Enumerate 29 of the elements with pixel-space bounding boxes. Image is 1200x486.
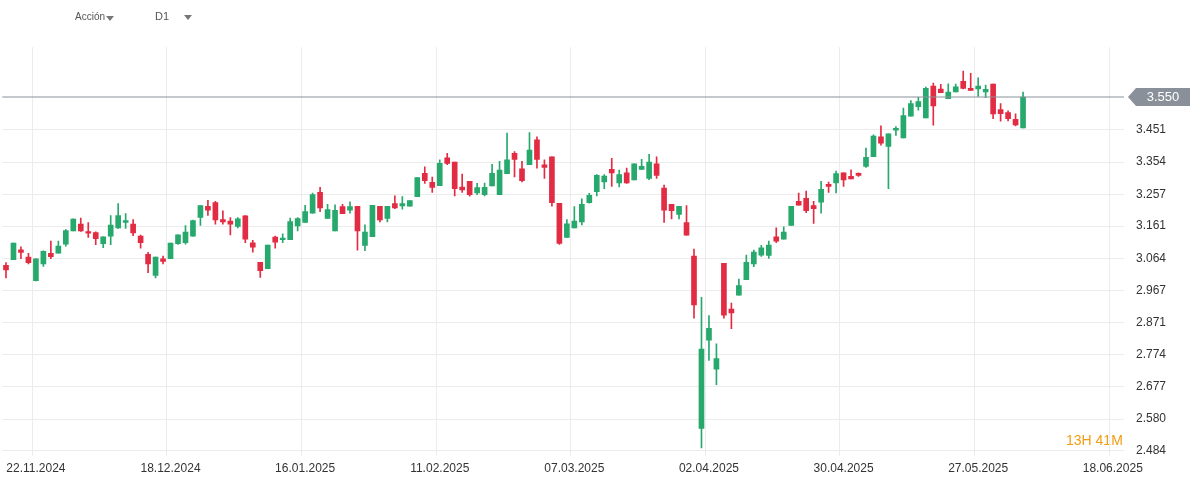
candlestick <box>608 158 615 187</box>
x-tick-label: 02.04.2025 <box>678 461 740 476</box>
y-tick-label: 2.484 <box>1136 443 1167 458</box>
text: D1 <box>155 10 170 22</box>
y-tick-label: 3.064 <box>1136 250 1167 265</box>
y-tick-label: 3.161 <box>1136 218 1167 233</box>
x-tick-label: 18.12.2024 <box>140 461 201 476</box>
y-tick-label: 2.774 <box>1136 346 1167 361</box>
y-tick-label: 2.871 <box>1136 314 1167 329</box>
x-tick-label: 30.04.2025 <box>813 461 874 476</box>
x-tick-label: 27.05.2025 <box>948 461 1009 476</box>
y-tick-label: 3.354 <box>1136 154 1167 169</box>
candlestick <box>220 210 226 225</box>
candlestick <box>48 240 54 260</box>
candlestick <box>85 222 92 238</box>
y-tick-label: 2.580 <box>1136 411 1167 426</box>
y-tick-label: 2.677 <box>1136 379 1167 394</box>
ref-line-label: 3.550 <box>1146 88 1180 104</box>
annotation: 13H 41M <box>1066 432 1123 448</box>
candlestick <box>967 73 974 91</box>
x-tick-label: 22.11.2024 <box>6 461 66 476</box>
y-tick-label: 3.451 <box>1136 122 1167 137</box>
x-tick-label: 11.02.2025 <box>410 461 470 476</box>
x-tick-label: 07.03.2025 <box>544 461 605 476</box>
text: Acción <box>75 11 106 22</box>
y-tick-label: 2.967 <box>1136 282 1167 297</box>
x-tick-label: 18.06.2025 <box>1082 461 1144 476</box>
x-tick-label: 16.01.2025 <box>275 461 336 476</box>
y-tick-label: 3.257 <box>1136 186 1167 201</box>
